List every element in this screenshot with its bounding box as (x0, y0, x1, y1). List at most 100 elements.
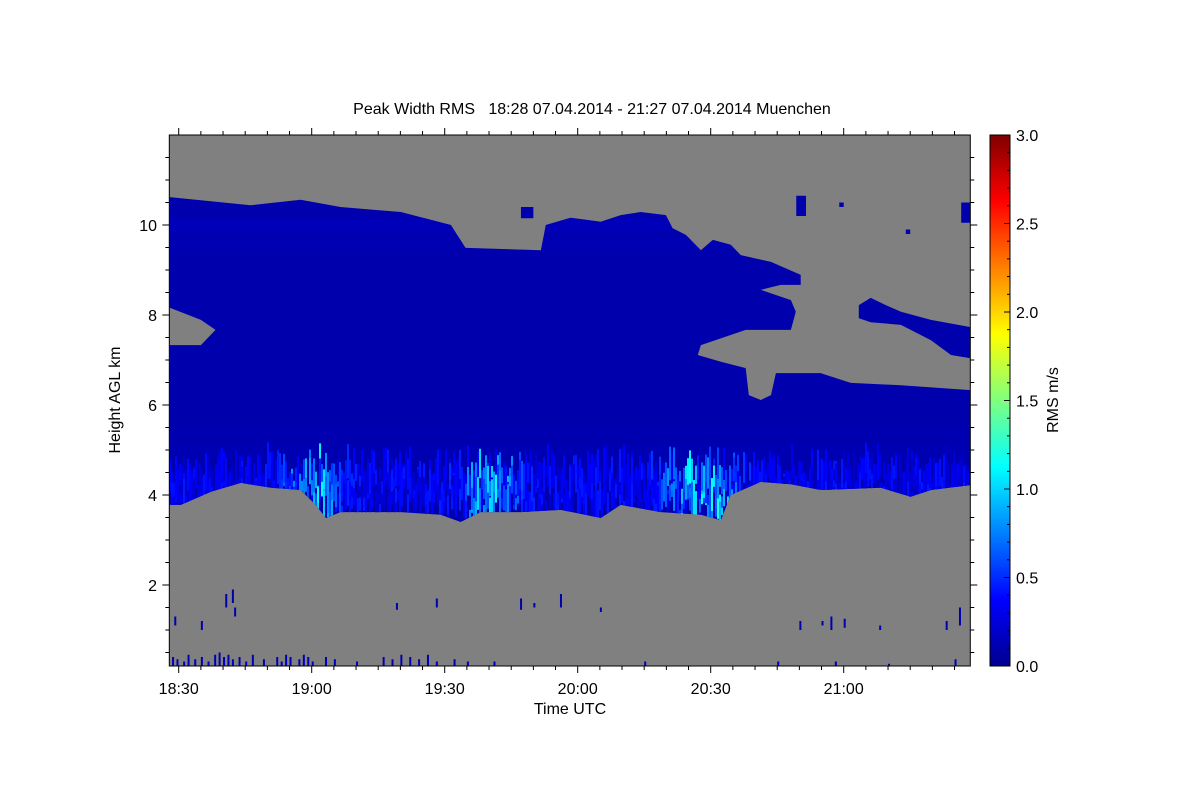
turbulence-streak (959, 465, 961, 484)
turbulence-streak (793, 465, 795, 485)
turbulence-streak (337, 458, 339, 482)
turbulence-streak (343, 499, 345, 519)
low-echo (958, 607, 961, 626)
colorbar-tick-label: 0.5 (1016, 571, 1038, 588)
surface-echo (207, 661, 210, 666)
turbulence-streak (371, 485, 373, 501)
turbulence-streak (615, 483, 617, 498)
turbulence-streak (207, 469, 209, 496)
turbulence-streak (277, 450, 279, 480)
turbulence-streak (547, 444, 549, 479)
turbulence-streak (269, 452, 271, 479)
turbulence-streak (679, 474, 681, 502)
turbulence-streak (369, 462, 371, 490)
turbulence-streak (509, 476, 511, 487)
turbulence-streak (387, 492, 389, 517)
turbulence-streak (709, 446, 711, 480)
turbulence-streak (439, 487, 441, 501)
turbulence-streak (817, 449, 819, 481)
turbulence-streak (409, 446, 411, 478)
turbulence-streak (223, 459, 225, 482)
x-tick-label: 21:00 (824, 681, 864, 698)
turbulence-streak (337, 493, 339, 511)
turbulence-streak (777, 463, 779, 499)
turbulence-streak (563, 494, 565, 519)
turbulence-streak (753, 476, 755, 493)
turbulence-streak (927, 478, 929, 504)
turbulence-streak (583, 473, 585, 485)
turbulence-streak (383, 453, 385, 488)
turbulence-streak (445, 449, 447, 481)
turbulence-streak (871, 473, 873, 491)
turbulence-streak (225, 458, 227, 494)
turbulence-streak (441, 484, 443, 516)
turbulence-streak (819, 458, 821, 489)
turbulence-streak (205, 453, 207, 490)
turbulence-streak (471, 462, 473, 497)
turbulence-streak (553, 455, 555, 481)
turbulence-streak (169, 458, 171, 491)
turbulence-streak (505, 465, 507, 487)
turbulence-streak (395, 458, 397, 487)
turbulence-streak (331, 484, 333, 501)
turbulence-streak (473, 473, 475, 499)
y-tick-label: 2 (148, 578, 157, 595)
turbulence-streak (259, 456, 261, 482)
surface-echo (251, 654, 254, 666)
turbulence-streak (327, 487, 329, 514)
turbulence-streak (215, 473, 217, 500)
turbulence-streak (241, 466, 243, 479)
low-echo (599, 607, 602, 612)
turbulence-streak (801, 462, 803, 486)
turbulence-streak (515, 480, 517, 495)
turbulence-streak (643, 465, 645, 494)
low-echo (234, 607, 237, 617)
turbulence-streak (347, 443, 349, 479)
turbulence-streak (593, 466, 595, 483)
turbulence-streak (311, 463, 313, 481)
turbulence-streak (335, 484, 337, 508)
turbulence-streak (455, 499, 457, 517)
turbulence-streak (449, 463, 451, 481)
turbulence-streak (907, 475, 909, 511)
low-echo (945, 621, 948, 630)
surface-echo (231, 659, 234, 666)
turbulence-streak (189, 469, 191, 492)
surface-echo (426, 654, 429, 666)
turbulence-streak (541, 463, 543, 482)
turbulence-streak (719, 501, 721, 520)
surface-echo (435, 661, 438, 666)
turbulence-streak (399, 488, 401, 517)
turbulence-streak (467, 466, 469, 496)
y-tick-label: 8 (148, 308, 157, 325)
turbulence-streak (811, 467, 813, 494)
surface-echo (418, 659, 421, 666)
plot-frame (168, 134, 971, 667)
turbulence-streak (675, 488, 677, 521)
turbulence-streak (377, 484, 379, 520)
turbulence-streak (515, 490, 517, 511)
low-echo (200, 621, 203, 630)
low-echo (559, 594, 562, 608)
surface-echo (400, 654, 403, 666)
turbulence-streak (379, 503, 381, 514)
turbulence-streak (305, 458, 307, 478)
turbulence-streak (767, 462, 769, 478)
turbulence-streak (579, 458, 581, 479)
turbulence-streak (483, 478, 485, 499)
surface-echo (262, 659, 265, 666)
turbulence-streak (669, 489, 671, 501)
turbulence-streak (891, 456, 893, 490)
turbulence-streak (821, 458, 823, 494)
turbulence-streak (689, 487, 691, 498)
low-echo (174, 616, 177, 626)
turbulence-streak (725, 470, 727, 489)
turbulence-streak (675, 467, 677, 502)
turbulence-streak (463, 473, 465, 498)
turbulence-streak (299, 473, 301, 503)
turbulence-streak (403, 478, 405, 489)
turbulence-streak (679, 470, 681, 482)
turbulence-streak (349, 501, 351, 515)
turbulence-streak (325, 468, 327, 480)
turbulence-streak (963, 465, 965, 483)
